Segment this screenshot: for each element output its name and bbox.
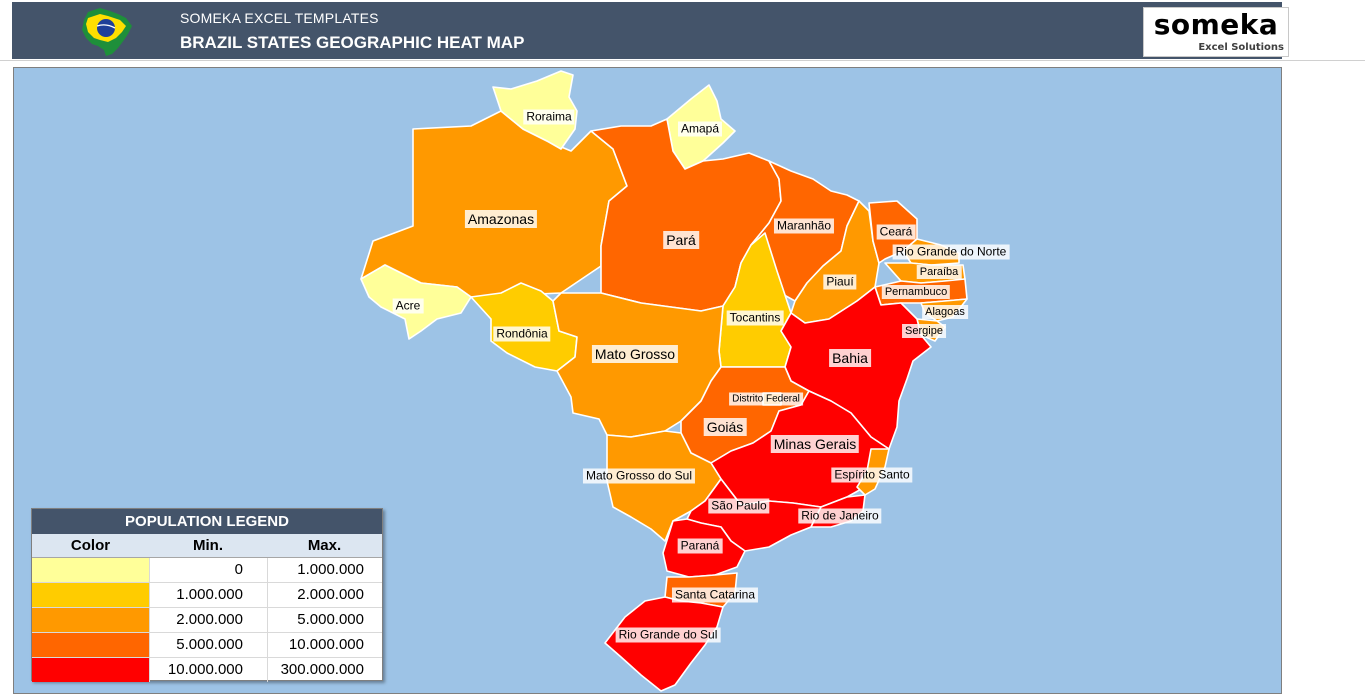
legend-swatch[interactable] — [32, 658, 149, 682]
label-amazonas: Amazonas — [464, 210, 538, 228]
label-mato-grosso-do-sul: Mato Grosso do Sul — [582, 468, 696, 484]
label-maranhao: Maranhão — [773, 218, 835, 234]
legend-row: 0 1.000.000 — [32, 558, 382, 583]
label-espirito-santo: Espírito Santo — [831, 467, 913, 483]
label-distrito-federal: Distrito Federal — [729, 392, 803, 406]
label-pernambuco: Pernambuco — [881, 285, 951, 299]
header-subtitle: SOMEKA EXCEL TEMPLATES — [180, 10, 379, 26]
label-bahia: Bahia — [829, 349, 871, 367]
legend-max-value[interactable]: 300.000.000 — [267, 658, 382, 682]
label-amapa: Amapá — [677, 121, 723, 137]
legend-min-value[interactable]: 2.000.000 — [149, 608, 267, 632]
header-bar: SOMEKA EXCEL TEMPLATES BRAZIL STATES GEO… — [12, 2, 1289, 59]
label-sao-paulo: São Paulo — [708, 498, 770, 514]
label-parana: Paraná — [677, 538, 723, 554]
legend-max-value[interactable]: 10.000.000 — [267, 633, 382, 657]
label-acre: Acre — [392, 298, 424, 314]
legend-max-value[interactable]: 1.000.000 — [267, 558, 382, 582]
legend-swatch[interactable] — [32, 608, 149, 632]
label-alagoas: Alagoas — [922, 305, 968, 319]
someka-logo[interactable]: someka Excel Solutions — [1143, 7, 1289, 57]
label-rio-grande-do-sul: Rio Grande do Sul — [615, 627, 721, 643]
state-amazonas[interactable] — [360, 110, 628, 298]
label-santa-catarina: Santa Catarina — [671, 587, 759, 603]
legend-col-max: Max. — [307, 537, 342, 554]
logo-tagline: Excel Solutions — [1198, 42, 1284, 53]
legend-min-value[interactable]: 5.000.000 — [149, 633, 267, 657]
legend-col-color: Color — [70, 537, 111, 554]
logo-wordmark: someka — [1153, 8, 1279, 41]
legend-swatch[interactable] — [32, 583, 149, 607]
label-sergipe: Sergipe — [902, 324, 946, 338]
legend-min-value[interactable]: 0 — [149, 558, 267, 582]
legend-max-value[interactable]: 5.000.000 — [267, 608, 382, 632]
legend-title: POPULATION LEGEND — [32, 509, 382, 534]
legend-col-min: Min. — [193, 537, 223, 554]
label-rondonia: Rondônia — [493, 326, 551, 342]
label-tocantins: Tocantins — [726, 310, 784, 326]
sheet-divider — [0, 60, 1365, 61]
legend-row: 5.000.000 10.000.000 — [32, 633, 382, 658]
brazil-map-icon — [82, 8, 132, 56]
legend-min-value[interactable]: 10.000.000 — [149, 658, 267, 682]
label-minas-gerais: Minas Gerais — [770, 435, 860, 453]
legend-row: 1.000.000 2.000.000 — [32, 583, 382, 608]
state-sao-paulo[interactable] — [686, 478, 822, 552]
legend-swatch[interactable] — [32, 633, 149, 657]
label-mato-grosso: Mato Grosso — [591, 345, 679, 363]
label-roraima: Roraima — [523, 109, 575, 125]
population-legend: POPULATION LEGEND Color Min. Max. 0 1.00… — [31, 508, 383, 682]
label-para: Pará — [663, 231, 699, 249]
legend-min-value[interactable]: 1.000.000 — [149, 583, 267, 607]
label-goias: Goiás — [703, 418, 747, 436]
legend-max-value[interactable]: 2.000.000 — [267, 583, 382, 607]
legend-row: 2.000.000 5.000.000 — [32, 608, 382, 633]
state-rio-grande-do-sul[interactable] — [604, 596, 724, 692]
legend-swatch[interactable] — [32, 558, 149, 582]
label-piaui: Piauí — [823, 274, 857, 290]
label-rio-de-janeiro: Rio de Janeiro — [798, 508, 882, 524]
label-paraiba: Paraíba — [916, 265, 962, 279]
legend-row: 10.000.000 300.000.000 — [32, 658, 382, 682]
label-rio-grande-do-norte: Rio Grande do Norte — [892, 244, 1010, 260]
legend-header-row: Color Min. Max. — [32, 534, 382, 558]
page-title: BRAZIL STATES GEOGRAPHIC HEAT MAP — [180, 33, 525, 52]
state-mato-grosso[interactable] — [552, 292, 724, 438]
label-ceara: Ceará — [876, 224, 916, 240]
